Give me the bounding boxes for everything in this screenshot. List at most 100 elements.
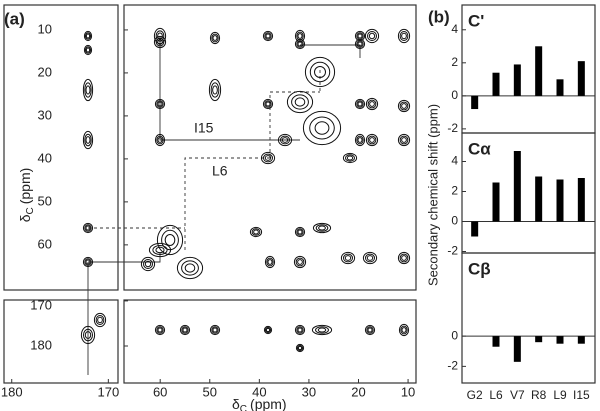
x-tick-label: G2 — [467, 388, 483, 402]
contour — [161, 229, 179, 251]
contour — [157, 32, 163, 40]
contour — [401, 103, 407, 109]
bar — [513, 336, 521, 362]
contour — [152, 245, 168, 255]
contour — [297, 41, 303, 47]
contour — [342, 152, 358, 164]
contour — [296, 228, 304, 236]
x-axis-label: δC (ppm) — [232, 396, 287, 411]
panel-label: (a) — [4, 9, 25, 28]
panel-title: C' — [468, 11, 484, 30]
contour — [344, 255, 352, 261]
panel-title: Cα — [468, 139, 491, 158]
contour — [176, 256, 204, 280]
contour — [399, 253, 409, 263]
bar — [492, 182, 500, 222]
contour — [212, 35, 218, 41]
contour — [294, 226, 306, 238]
main-box — [123, 4, 417, 291]
contour — [294, 38, 306, 50]
contour — [311, 324, 333, 336]
contour — [155, 30, 165, 42]
contour — [157, 39, 163, 45]
x-tick-label: R8 — [531, 388, 547, 402]
solid-line — [88, 252, 161, 263]
contour — [314, 121, 330, 135]
contour — [309, 61, 331, 83]
contour — [367, 327, 373, 333]
solid-line — [159, 36, 300, 141]
contour — [263, 325, 273, 335]
contour — [357, 41, 363, 47]
contour — [154, 324, 166, 336]
panel-title: Cβ — [468, 259, 491, 278]
contour — [369, 101, 375, 107]
contour — [85, 259, 91, 265]
contour — [357, 33, 363, 39]
contour — [143, 259, 153, 269]
b-y-axis-label: Secondary chemical shift (ppm) — [425, 104, 440, 286]
contour — [211, 33, 219, 43]
contour — [317, 327, 327, 333]
contour — [266, 257, 274, 267]
contour — [312, 222, 332, 234]
y-tick-label: 2 — [451, 55, 458, 69]
strip-box — [3, 4, 119, 291]
contour — [401, 32, 407, 40]
x-tick-label: 40 — [252, 384, 266, 399]
contour — [356, 100, 364, 108]
contour — [366, 326, 374, 334]
b-ylabel-group: Secondary chemical shift (ppm) — [425, 104, 440, 286]
contour — [295, 343, 305, 353]
contour — [369, 137, 375, 143]
contour — [399, 135, 409, 145]
contour — [265, 327, 271, 333]
contour — [354, 133, 366, 147]
contour — [212, 85, 218, 95]
contour — [366, 255, 374, 261]
contour — [265, 33, 271, 39]
contour — [367, 99, 377, 109]
contour — [294, 324, 306, 336]
contour — [343, 253, 353, 263]
dashed-line — [269, 91, 320, 158]
contour — [309, 116, 335, 140]
contour — [365, 253, 375, 263]
contour — [399, 31, 409, 41]
assignment-lines — [87, 36, 361, 375]
contour — [296, 326, 304, 334]
contour — [365, 133, 379, 147]
bar — [535, 336, 543, 343]
y-tick-label: 40 — [38, 150, 52, 165]
annotation: I15 — [194, 120, 214, 136]
contour — [82, 78, 94, 102]
y-tick-label: 2 — [451, 184, 458, 198]
y-tick-label: 30 — [38, 107, 52, 122]
contour — [264, 32, 272, 40]
contour — [156, 326, 164, 334]
contour — [315, 224, 329, 232]
bar — [556, 336, 564, 344]
contour — [211, 326, 219, 334]
contour — [209, 324, 221, 336]
contour — [367, 135, 377, 145]
contour — [265, 101, 271, 107]
contour — [249, 226, 263, 238]
x-tick-label: I15 — [573, 388, 590, 402]
contour — [140, 256, 156, 272]
bar — [556, 79, 564, 96]
contour — [264, 326, 272, 334]
contour — [315, 326, 329, 334]
contour — [84, 32, 92, 40]
bar — [535, 176, 543, 222]
contour — [314, 66, 326, 78]
contour — [397, 251, 411, 265]
y-tick-label: 4 — [451, 22, 458, 36]
contour — [153, 27, 167, 45]
contour — [82, 130, 94, 150]
contour — [346, 155, 354, 161]
y-axis-label: δC(ppm) — [17, 168, 36, 223]
dashed-line — [184, 157, 270, 250]
contour — [296, 344, 304, 352]
